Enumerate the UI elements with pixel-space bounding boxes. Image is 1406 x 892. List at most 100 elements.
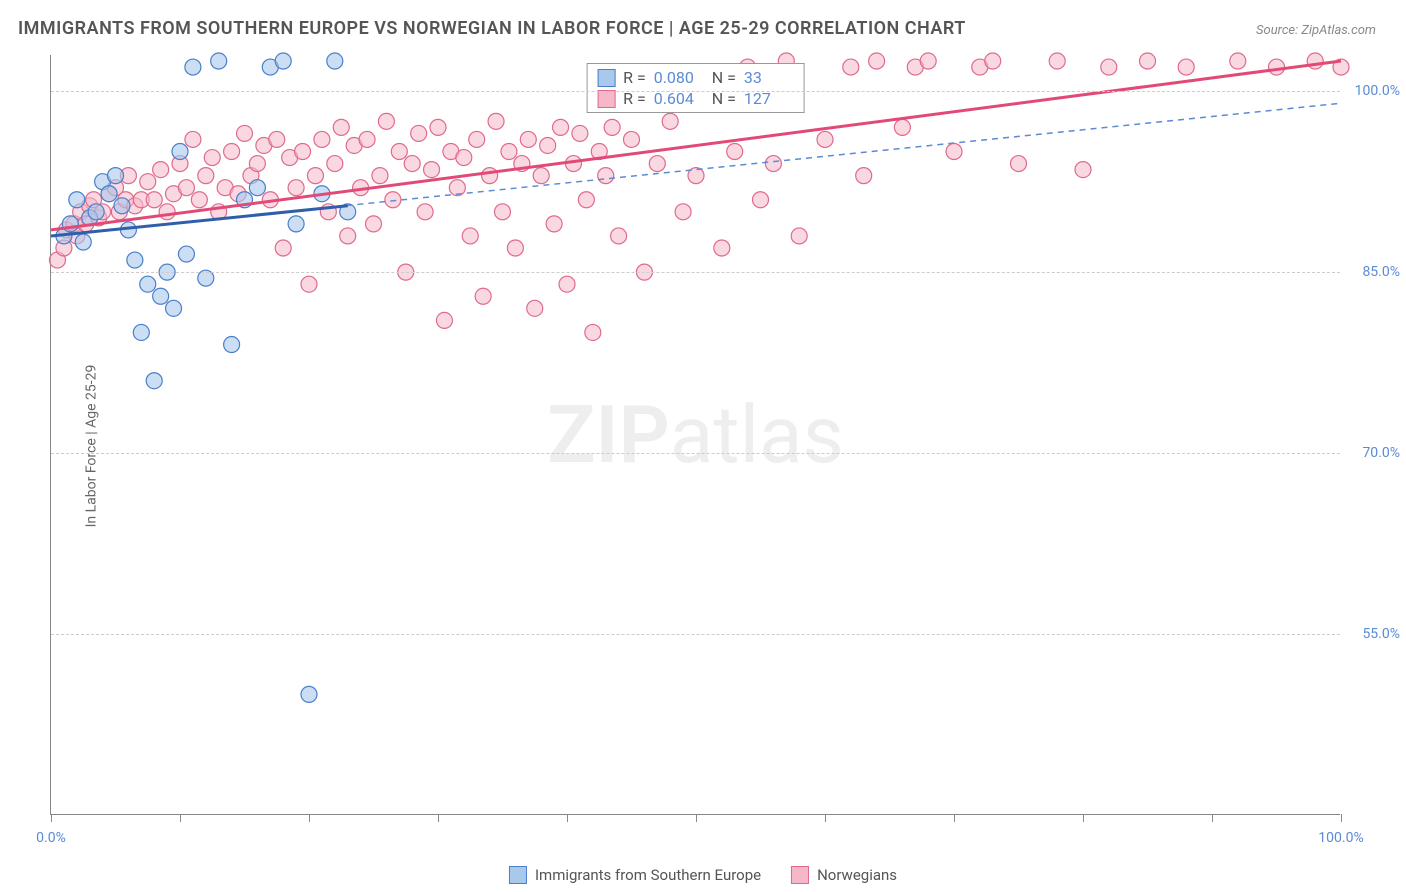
norwegian-point [520, 131, 536, 147]
norwegian-point [1230, 53, 1246, 69]
southern-europe-point [69, 192, 85, 208]
norwegian-point [946, 144, 962, 160]
norwegian-point [598, 168, 614, 184]
norwegian-point [204, 150, 220, 166]
southern-europe-point [75, 234, 91, 250]
southern-europe-point [178, 246, 194, 262]
norwegian-point [224, 144, 240, 160]
x-tick [1341, 814, 1342, 822]
chart-title: IMMIGRANTS FROM SOUTHERN EUROPE VS NORWE… [18, 18, 966, 39]
norwegian-point [753, 192, 769, 208]
southern-europe-point [146, 373, 162, 389]
legend-swatch [791, 866, 809, 884]
norwegian-point [559, 276, 575, 292]
gridline [51, 453, 1340, 454]
norwegian-point [449, 180, 465, 196]
norwegian-point [436, 312, 452, 328]
norwegian-point [424, 162, 440, 178]
norwegian-point [1075, 162, 1091, 178]
x-tick-label: 100.0% [1318, 830, 1363, 846]
norwegian-point [572, 125, 588, 141]
southern-europe-point [301, 686, 317, 702]
norwegian-point [533, 168, 549, 184]
southern-europe-point [249, 180, 265, 196]
norwegian-point [288, 180, 304, 196]
southern-europe-point [288, 216, 304, 232]
norwegian-point [140, 174, 156, 190]
scatter-plot-area: ZIPatlas R =0.080N = 33R =0.604N =127 55… [50, 55, 1340, 815]
norwegian-point [185, 131, 201, 147]
norwegian-point [178, 180, 194, 196]
southern-europe-point [185, 59, 201, 75]
norwegian-point [456, 150, 472, 166]
southern-europe-point [101, 186, 117, 202]
southern-europe-point [211, 53, 227, 69]
gridline [51, 91, 1340, 92]
legend-series-item: Norwegians [791, 866, 897, 884]
y-tick-label: 70.0% [1345, 445, 1400, 461]
norwegian-point [649, 156, 665, 172]
norwegian-point [307, 168, 323, 184]
norwegian-point [488, 113, 504, 129]
norwegian-point [856, 168, 872, 184]
norwegian-point [469, 131, 485, 147]
y-tick-label: 55.0% [1345, 626, 1400, 642]
southern-europe-point [224, 337, 240, 353]
legend-series-label: Norwegians [817, 866, 897, 884]
southern-europe-point [166, 300, 182, 316]
norwegian-point [482, 168, 498, 184]
norwegian-point [191, 192, 207, 208]
norwegian-point [985, 53, 1001, 69]
norwegian-point [546, 216, 562, 232]
norwegian-point [611, 228, 627, 244]
norwegian-point [540, 137, 556, 153]
legend-series-item: Immigrants from Southern Europe [509, 866, 761, 884]
southern-europe-point [327, 53, 343, 69]
norwegian-point [333, 119, 349, 135]
legend-swatch [597, 69, 615, 87]
n-value: 33 [744, 68, 794, 87]
norwegian-point [275, 240, 291, 256]
x-tick [1083, 814, 1084, 822]
gridline [51, 272, 1340, 273]
norwegian-point [462, 228, 478, 244]
norwegian-point [1101, 59, 1117, 75]
southern-europe-point [127, 252, 143, 268]
norwegian-point [153, 162, 169, 178]
correlation-legend: R =0.080N = 33R =0.604N =127 [586, 63, 805, 113]
norwegian-point [843, 59, 859, 75]
norwegian-point [340, 228, 356, 244]
norwegian-point [159, 204, 175, 220]
southern-europe-point [88, 204, 104, 220]
norwegian-point [1140, 53, 1156, 69]
norwegian-point [198, 168, 214, 184]
norwegian-point [675, 204, 691, 220]
y-tick-label: 85.0% [1345, 264, 1400, 280]
norwegian-point [604, 119, 620, 135]
x-tick [51, 814, 52, 822]
norwegian-point [527, 300, 543, 316]
source-attribution: Source: ZipAtlas.com [1256, 23, 1376, 38]
y-tick-label: 100.0% [1345, 83, 1400, 99]
legend-swatch [509, 866, 527, 884]
southern-europe-point [108, 168, 124, 184]
norwegian-point [372, 168, 388, 184]
x-tick [1212, 814, 1213, 822]
norwegian-point [366, 216, 382, 232]
norwegian-point [430, 119, 446, 135]
norwegian-point [791, 228, 807, 244]
southern-europe-point [133, 324, 149, 340]
norwegian-point [662, 113, 678, 129]
x-tick [696, 814, 697, 822]
southern-europe-point [140, 276, 156, 292]
southern-europe-point [153, 288, 169, 304]
norwegian-point [553, 119, 569, 135]
norwegian-point [585, 324, 601, 340]
norwegian-point [727, 144, 743, 160]
norwegian-point [475, 288, 491, 304]
southern-europe-point [114, 198, 130, 214]
norwegian-point [301, 276, 317, 292]
r-label: R = [623, 68, 646, 87]
norwegian-point [237, 125, 253, 141]
norwegian-point [327, 156, 343, 172]
